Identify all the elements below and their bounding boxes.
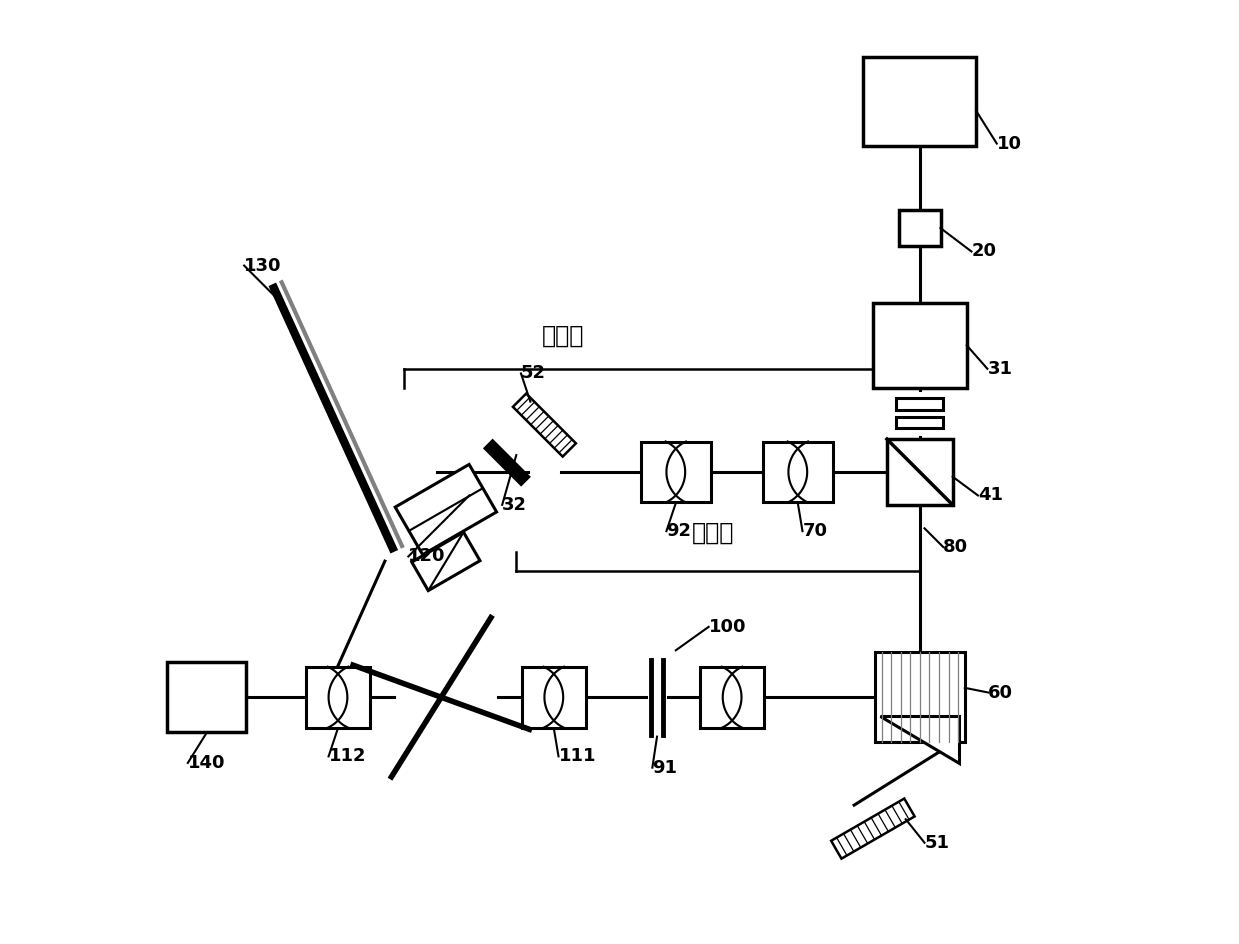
Text: 信号臂: 信号臂 [693,521,735,545]
Text: 52: 52 [520,364,546,382]
Bar [700,666,764,728]
Polygon shape [484,441,529,485]
Bar [864,57,976,146]
Bar [887,439,953,505]
Text: 120: 120 [409,548,446,565]
Bar [896,398,943,410]
Polygon shape [881,716,959,763]
Polygon shape [831,799,914,859]
Text: 32: 32 [502,496,527,514]
Bar [875,652,965,742]
Text: 91: 91 [653,759,678,777]
Text: 70: 70 [803,522,828,540]
Text: 111: 111 [559,748,596,766]
Polygon shape [395,464,497,555]
Polygon shape [411,532,479,591]
Text: 80: 80 [943,538,969,556]
Bar [167,662,247,733]
Text: 60: 60 [989,683,1014,701]
Text: 31: 31 [987,360,1012,378]
Bar [873,303,966,388]
Text: 51: 51 [924,834,949,851]
Bar [896,417,943,429]
Text: 130: 130 [244,257,281,275]
Bar [763,442,833,502]
Text: 112: 112 [328,748,366,766]
Text: 10: 10 [996,135,1022,153]
Text: 100: 100 [709,617,746,636]
Bar [898,211,940,245]
Text: 92: 92 [667,522,691,540]
Bar [641,442,711,502]
Text: 41: 41 [978,486,1004,504]
Polygon shape [513,394,576,457]
Text: 140: 140 [188,754,225,772]
Text: 20: 20 [971,243,996,261]
Bar [306,666,370,728]
Text: 参考臂: 参考臂 [541,324,585,348]
Bar [522,666,586,728]
